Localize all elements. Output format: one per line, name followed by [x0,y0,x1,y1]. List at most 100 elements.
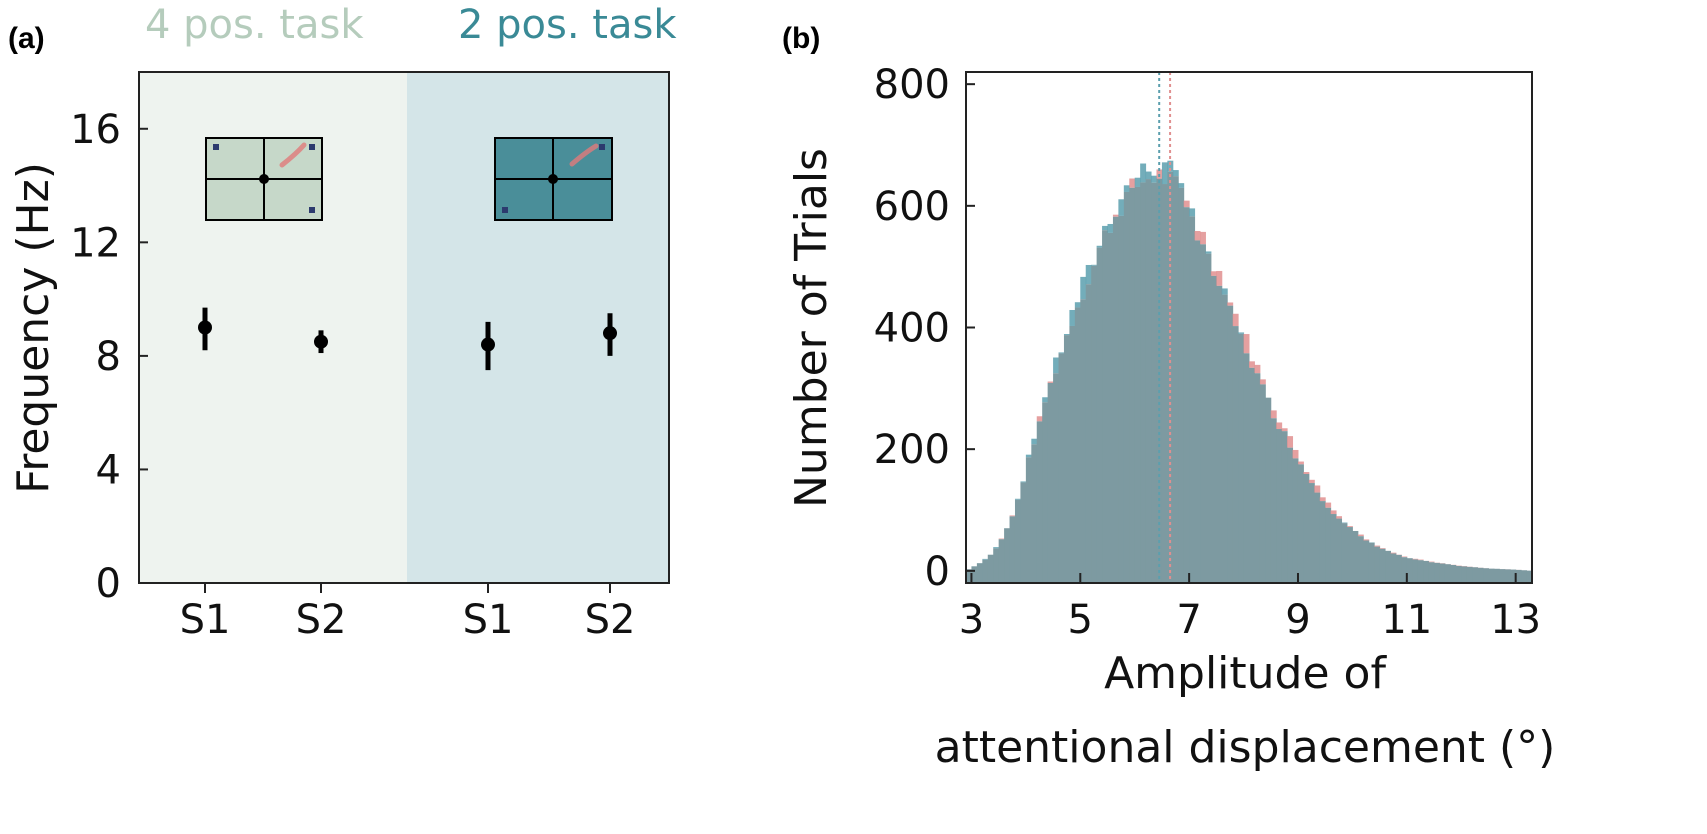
histogram-bar [1232,313,1239,327]
fixation-dot-icon [548,174,558,184]
y-tick-label: 200 [874,427,950,473]
histogram-bar [1031,444,1038,583]
x-axis-a: S1 S2 S1 S2 [180,583,635,643]
histogram-bar [1374,546,1381,583]
histogram-bar [1036,416,1043,422]
histogram-bar [1053,373,1060,583]
histogram-bar [1140,163,1147,183]
histogram-bar [1123,191,1130,583]
mean-point [481,337,495,352]
histogram-bar [1167,160,1174,172]
y-tick-label: 4 [96,447,121,493]
histogram-bar [1357,536,1364,583]
histogram-bar [1428,561,1435,563]
histogram-bar [993,547,1000,549]
histogram-bar [1330,510,1337,515]
y-tick-label: 12 [70,220,121,266]
histogram-bar [1319,501,1326,583]
histogram-bar [1009,516,1016,583]
histogram-bar [1118,199,1125,216]
histogram-bar [1330,514,1337,583]
histogram-bar [1325,502,1332,508]
histogram-bar [1336,516,1343,519]
frequency-points [198,307,617,371]
y-axis-title-a: Frequency (Hz) [8,162,59,494]
x-tick-label: 7 [1176,597,1201,643]
y-tick-label: 0 [96,561,121,607]
histogram-bar [1341,522,1348,524]
fixation-dot-icon [259,174,269,184]
histogram-bar [1281,431,1288,583]
histogram-bar [1167,171,1174,584]
target-marker-icon [599,144,605,150]
histogram-bar [1466,566,1473,583]
histogram-bar [1031,438,1038,445]
histogram-bar [1444,564,1451,583]
histogram-bar [1521,570,1528,583]
histogram-bar [1477,567,1484,583]
histogram-bar [1276,429,1283,583]
histogram-bar [1183,200,1190,208]
task-title-2pos: 2 pos. task [458,2,677,48]
histogram-bar [1145,171,1152,180]
histogram-bar [1357,534,1364,537]
histogram-bar [1439,563,1446,583]
histogram-bar [1118,215,1125,583]
histogram-bar [1308,479,1315,484]
mean-point [198,320,212,335]
histogram-bar [1243,353,1250,583]
target-marker-icon [309,207,315,213]
histogram-bar [1385,550,1391,583]
histogram-bar [1058,352,1065,354]
task-icon-2pos [494,137,613,221]
histogram-bar [966,569,972,583]
histogram-bar [1025,457,1032,583]
histogram-bar [1112,214,1119,217]
histogram-bar [1042,397,1049,403]
histogram-bar [1488,568,1495,583]
histogram-bar [1412,559,1419,583]
y-tick-label: 400 [874,306,950,352]
histogram-bar [982,558,989,560]
x-axis-title-b-line2: attentional displacement (°) [935,722,1556,773]
histogram-bar [1200,244,1206,583]
histogram-bar [1292,449,1299,459]
histogram-bar [1129,187,1136,583]
mean-point [603,326,617,341]
histogram-bar [1493,568,1500,583]
histogram-bar [1297,461,1304,465]
histogram-bar [1014,498,1021,500]
histogram-bar [1254,364,1261,374]
histogram-bar [1249,361,1255,368]
mean-lines [1158,72,1172,583]
histogram-bar [1450,564,1457,583]
histogram-bar [1151,182,1157,584]
histogram-bar [1216,285,1223,583]
histogram-bar [1172,176,1179,583]
histogram-bar [1178,187,1185,583]
x-tick-label: 9 [1285,597,1310,643]
histogram-bar [1417,559,1424,561]
histogram-bar [1401,556,1408,558]
histogram-bar [1161,162,1168,185]
histogram-bar [1096,245,1103,248]
histogram-bar [1107,232,1114,583]
histogram-bar [1020,481,1027,483]
trajectory-icon [569,143,599,167]
histogram-bar [1243,334,1250,354]
histogram-bar [1504,569,1511,583]
histogram-bar [1210,275,1217,583]
histogram-bar [1461,566,1468,583]
histogram-bar [1287,436,1294,448]
histogram-bar [1270,410,1277,419]
histogram-bar [1412,558,1419,560]
x-tick-label: S2 [296,597,347,643]
histogram-bar [1085,284,1092,583]
histogram-bar [1276,422,1283,430]
mean-point [314,334,328,349]
histogram-bar [1025,454,1032,458]
histogram-bar [1172,170,1179,177]
histogram-bar [1401,557,1408,583]
